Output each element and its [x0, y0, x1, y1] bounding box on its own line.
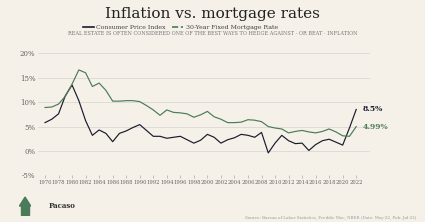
- Text: 8.5%: 8.5%: [363, 105, 383, 113]
- Text: Source: Bureau of Labor Statistics, Freddie Mac, NBER (Date: May-22, Pub: Jul-22: Source: Bureau of Labor Statistics, Fred…: [245, 216, 416, 220]
- Legend: Consumer Price Index, 30-Year Fixed Mortgage Rate: Consumer Price Index, 30-Year Fixed Mort…: [80, 22, 280, 33]
- Text: Inflation vs. mortgage rates: Inflation vs. mortgage rates: [105, 7, 320, 21]
- Polygon shape: [20, 197, 31, 206]
- Polygon shape: [21, 206, 29, 215]
- Text: Pacaso: Pacaso: [49, 202, 76, 210]
- Text: 4.99%: 4.99%: [363, 123, 389, 131]
- Text: REAL ESTATE IS OFTEN CONSIDERED ONE OF THE BEST WAYS TO HEDGE AGAINST · OR BEAT : REAL ESTATE IS OFTEN CONSIDERED ONE OF T…: [68, 31, 357, 36]
